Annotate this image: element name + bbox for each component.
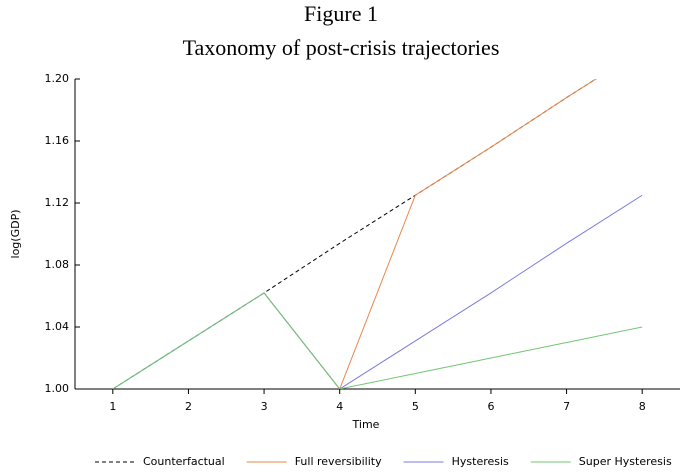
- x-tick-label: 8: [639, 400, 646, 413]
- x-tick-label: 2: [185, 400, 192, 413]
- x-axis-label: Time: [352, 418, 380, 431]
- x-tick-label: 1: [109, 400, 116, 413]
- series-line: [263, 79, 597, 389]
- x-tick-label: 6: [487, 400, 494, 413]
- plot-area: [112, 79, 643, 389]
- y-axis-label: log(GDP): [9, 210, 22, 259]
- legend-label: Full reversibility: [295, 455, 382, 468]
- y-tick-label: 1.12: [45, 196, 70, 209]
- x-tick-label: 7: [563, 400, 570, 413]
- chart-title: Figure 1: [304, 1, 378, 26]
- y-tick-label: 1.00: [45, 382, 70, 395]
- legend-label: Super Hysteresis: [579, 455, 672, 468]
- y-tick-label: 1.04: [45, 320, 70, 333]
- legend-label: Hysteresis: [452, 455, 509, 468]
- legend-label: Counterfactual: [143, 455, 225, 468]
- chart-subtitle: Taxonomy of post-crisis trajectories: [183, 35, 500, 60]
- y-tick-label: 1.08: [45, 258, 70, 271]
- x-tick-label: 4: [336, 400, 343, 413]
- y-tick-label: 1.20: [45, 72, 70, 85]
- y-tick-label: 1.16: [45, 134, 70, 147]
- x-tick-label: 5: [412, 400, 419, 413]
- x-tick-label: 3: [261, 400, 268, 413]
- series-line: [112, 292, 643, 389]
